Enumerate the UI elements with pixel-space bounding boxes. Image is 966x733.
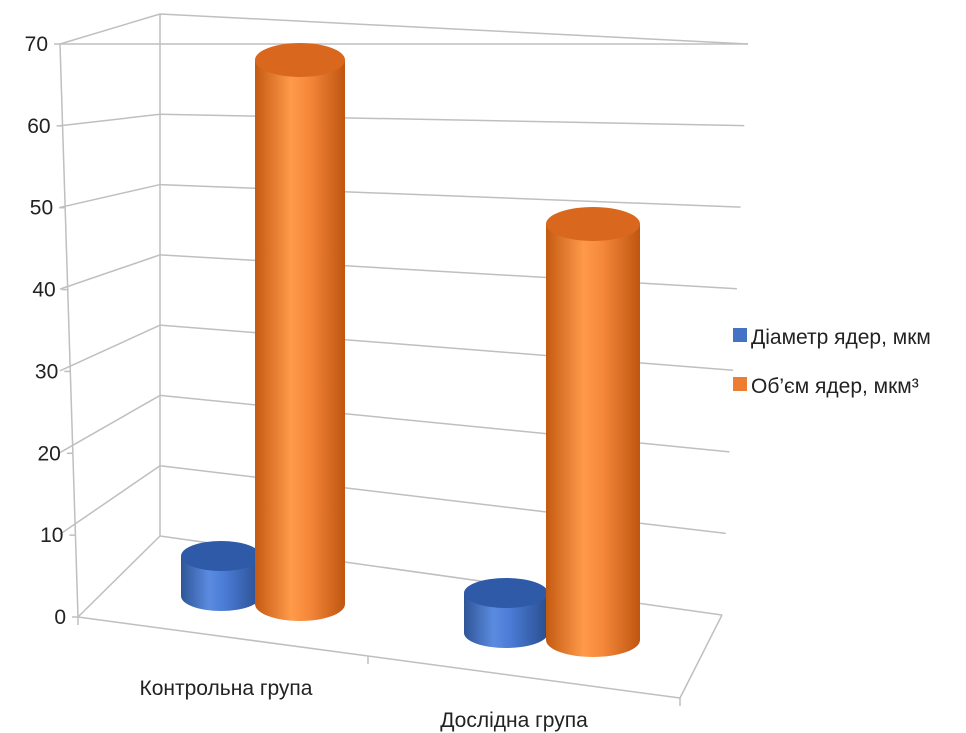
gridline-back-50 bbox=[159, 183, 741, 208]
gridline-back-40 bbox=[159, 254, 737, 290]
x-axis-line bbox=[77, 616, 681, 699]
y-tick-label-70: 70 bbox=[25, 33, 48, 56]
y-tick-label-10: 10 bbox=[40, 524, 63, 547]
y-tick-label-20: 20 bbox=[37, 442, 60, 465]
gridline-back-60 bbox=[159, 113, 745, 127]
cylinder-top bbox=[181, 541, 261, 571]
y-tick-label-50: 50 bbox=[30, 197, 53, 220]
y-tick-label-60: 60 bbox=[27, 115, 50, 138]
bars bbox=[181, 43, 640, 657]
cylinder-top bbox=[546, 207, 640, 241]
gridline-left-30 bbox=[59, 324, 161, 372]
legend-label-0: Діаметр ядер, мкм bbox=[751, 326, 931, 349]
gridline-back-10 bbox=[159, 464, 726, 535]
gridline-left-20 bbox=[59, 394, 161, 454]
cylinder-top bbox=[464, 578, 548, 608]
y-tick-label-0: 0 bbox=[54, 606, 66, 629]
cylinder-body bbox=[181, 556, 261, 611]
cylinder-body bbox=[464, 593, 548, 648]
top-left-edge bbox=[59, 13, 161, 45]
cylinder-top bbox=[255, 43, 345, 77]
legend: Діаметр ядер, мкм Об’єм ядер, мкм³ bbox=[733, 326, 931, 398]
gridline-back-20 bbox=[159, 394, 730, 453]
cylinder-body bbox=[255, 60, 345, 621]
bar-volume-control bbox=[255, 43, 345, 621]
legend-swatch-1 bbox=[733, 377, 747, 391]
y-tick-label-30: 30 bbox=[35, 360, 58, 383]
gridline-left-10 bbox=[59, 465, 161, 535]
bar-volume-experimental bbox=[546, 207, 640, 657]
cylinder-body bbox=[546, 224, 640, 657]
gridline-left-50 bbox=[59, 183, 161, 209]
legend-label-1: Об’єм ядер, мкм³ bbox=[751, 375, 919, 398]
gridline-left-40 bbox=[59, 254, 161, 290]
gridline-left-60 bbox=[59, 113, 161, 127]
y-tick-label-40: 40 bbox=[32, 279, 55, 302]
axes bbox=[54, 13, 749, 706]
top-back-edge bbox=[159, 13, 749, 45]
bar-diameter-control bbox=[181, 541, 261, 611]
gridlines bbox=[59, 43, 748, 535]
y-axis-line bbox=[59, 43, 79, 618]
x-axis-category-labels: Контрольна група Дослідна група bbox=[140, 677, 589, 732]
x-category-label-0: Контрольна група bbox=[140, 677, 313, 700]
x-category-label-1: Дослідна група bbox=[440, 709, 588, 732]
floor-right-edge bbox=[679, 614, 723, 699]
gridline-back-30 bbox=[159, 324, 734, 372]
bar-diameter-experimental bbox=[464, 578, 548, 648]
floor-left-edge bbox=[77, 535, 161, 618]
y-axis-tick-labels: 0 10 20 30 40 50 60 70 bbox=[25, 33, 66, 629]
legend-swatch-0 bbox=[733, 328, 747, 342]
